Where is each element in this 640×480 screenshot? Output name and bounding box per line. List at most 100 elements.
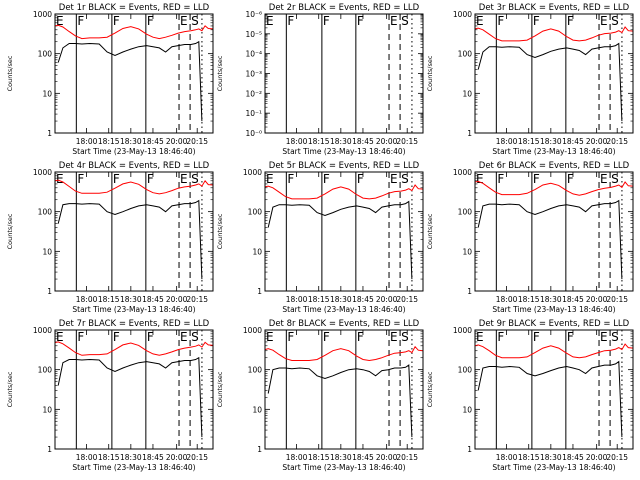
y-axis-label: Counts/sec [6, 55, 14, 91]
x-tick-label: 18:15 [98, 295, 120, 304]
flag-label: E [600, 14, 608, 28]
x-tick-label: 18:30 [330, 453, 352, 462]
y-tick-label: 10⁻⁶ [245, 10, 262, 19]
y-tick-label: 1 [467, 129, 472, 138]
lld-curve [264, 184, 424, 200]
x-tick-label: 18:00 [76, 453, 98, 462]
flag-label: S [401, 14, 409, 28]
y-tick-label: 1 [47, 287, 52, 296]
x-tick-label: 18:00 [496, 295, 518, 304]
x-tick-label: 18:00 [76, 137, 98, 146]
y-tick-label: 1 [257, 287, 262, 296]
flag-label: S [191, 14, 199, 28]
flag-label: F [497, 14, 504, 28]
detector-panel: Det 4r BLACK = Events, RED = LLD Counts/s… [6, 161, 214, 314]
y-tick-label: 1 [47, 445, 52, 454]
flag-label: F [113, 172, 120, 186]
flag-label: F [147, 14, 154, 28]
y-tick-label: 10⁻³ [245, 70, 262, 79]
y-tick-label: 1000 [453, 168, 472, 177]
y-tick-label: 10 [42, 247, 52, 256]
plot-frame [264, 13, 424, 134]
detector-panel: Det 8r BLACK = Events, RED = LLD Counts/s… [216, 319, 424, 472]
x-tick-label: 18:45 [352, 137, 374, 146]
x-tick-label: 18:15 [98, 453, 120, 462]
detector-panel: Det 1r BLACK = Events, RED = LLD Counts/s… [6, 3, 214, 156]
flag-label: S [191, 330, 199, 344]
y-tick-label: 10⁻⁰ [245, 129, 262, 138]
lld-curve [474, 180, 634, 196]
x-tick-label: 20:00 [166, 137, 188, 146]
y-tick-label: 1000 [33, 168, 52, 177]
y-tick-label: 100 [458, 50, 473, 59]
flag-label: E [266, 172, 274, 186]
plot-frame [54, 13, 214, 134]
lld-curve [474, 26, 634, 42]
detector-panel: Det 2r BLACK = Events, RED = LLD Counts/s… [216, 3, 424, 156]
y-axis-label: Counts/sec [216, 213, 224, 249]
flag-label: S [611, 330, 619, 344]
x-tick-label: 20:15 [186, 137, 208, 146]
flag-label: E [390, 14, 398, 28]
plot-frame [54, 171, 214, 292]
x-tick-label: 18:45 [142, 137, 164, 146]
panel-title: Det 9r BLACK = Events, RED = LLD [479, 319, 630, 329]
x-tick-label: 20:00 [166, 295, 188, 304]
y-tick-label: 100 [248, 366, 263, 375]
flag-label: E [180, 330, 188, 344]
y-axis-label: Counts/sec [216, 55, 224, 91]
x-tick-label: 20:15 [396, 295, 418, 304]
flag-label: E [180, 172, 188, 186]
y-tick-label: 1 [47, 129, 52, 138]
panel-title: Det 4r BLACK = Events, RED = LLD [59, 161, 210, 171]
y-tick-label: 10 [252, 247, 262, 256]
x-tick-label: 18:45 [562, 137, 584, 146]
x-tick-label: 18:15 [98, 137, 120, 146]
flag-label: F [113, 330, 120, 344]
x-tick-label: 18:00 [496, 137, 518, 146]
y-tick-label: 100 [38, 366, 53, 375]
x-axis-label: Start Time (23-May-13 18:46:40) [72, 463, 195, 472]
x-tick-label: 20:00 [586, 137, 608, 146]
y-axis-label: Counts/sec [426, 213, 434, 249]
y-tick-label: 1000 [243, 168, 262, 177]
x-tick-label: 18:30 [540, 453, 562, 462]
x-axis-label: Start Time (23-May-13 18:46:40) [492, 147, 615, 156]
panel-title: Det 8r BLACK = Events, RED = LLD [269, 319, 420, 329]
x-tick-label: 18:00 [286, 137, 308, 146]
flag-label: E [600, 330, 608, 344]
x-axis-label: Start Time (23-May-13 18:46:40) [492, 463, 615, 472]
events-curve [267, 200, 413, 280]
panel-title: Det 3r BLACK = Events, RED = LLD [479, 3, 630, 13]
x-tick-label: 18:15 [308, 137, 330, 146]
x-tick-label: 18:30 [330, 295, 352, 304]
y-tick-label: 1 [257, 445, 262, 454]
flag-label: F [287, 330, 294, 344]
y-axis-label: Counts/sec [426, 55, 434, 91]
x-tick-label: 20:00 [376, 453, 398, 462]
x-tick-label: 18:45 [142, 295, 164, 304]
detector-panel: Det 9r BLACK = Events, RED = LLD Counts/s… [426, 319, 634, 472]
detector-panel: Det 5r BLACK = Events, RED = LLD Counts/s… [216, 161, 424, 314]
y-tick-label: 10 [462, 89, 472, 98]
x-axis-label: Start Time (23-May-13 18:46:40) [282, 463, 405, 472]
y-tick-label: 100 [458, 366, 473, 375]
x-tick-label: 18:30 [120, 453, 142, 462]
flag-label: F [323, 330, 330, 344]
y-axis-label: Counts/sec [6, 371, 14, 407]
x-tick-label: 18:45 [142, 453, 164, 462]
x-axis-label: Start Time (23-May-13 18:46:40) [282, 305, 405, 314]
x-tick-label: 18:00 [496, 453, 518, 462]
plot-frame [264, 171, 424, 292]
flag-label: E [180, 14, 188, 28]
x-tick-label: 18:00 [286, 453, 308, 462]
y-axis-label: Counts/sec [426, 371, 434, 407]
flag-label: S [611, 14, 619, 28]
y-tick-label: 10 [252, 405, 262, 414]
y-tick-label: 10 [42, 89, 52, 98]
flag-label: E [476, 14, 484, 28]
x-axis-label: Start Time (23-May-13 18:46:40) [492, 305, 615, 314]
x-tick-label: 18:45 [352, 295, 374, 304]
x-tick-label: 18:15 [518, 137, 540, 146]
flag-label: E [476, 330, 484, 344]
